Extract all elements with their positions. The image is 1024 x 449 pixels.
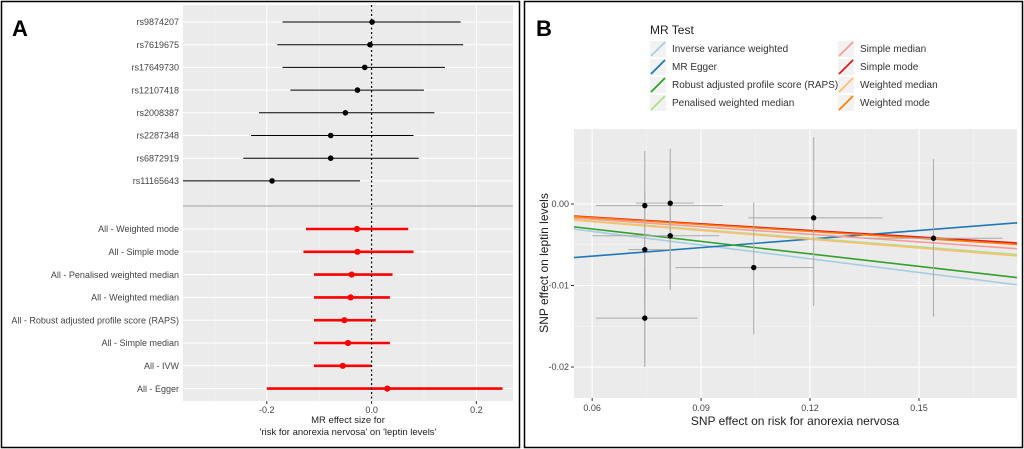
- regression-line: [573, 219, 1018, 257]
- scatter-point: [642, 202, 648, 209]
- scatter-point: [667, 200, 673, 206]
- forest-tick-label: -0.2: [259, 405, 275, 415]
- scatter-x-tick-label: 0.06: [583, 403, 601, 413]
- forest-point: [361, 64, 368, 71]
- forest-point: [269, 178, 275, 184]
- panel-b-label: B: [536, 16, 552, 41]
- forest-point: [353, 225, 361, 233]
- forest-row-label: All - Robust adjusted profile score (RAP…: [11, 315, 179, 325]
- scatter-point: [642, 246, 648, 253]
- scatter-point: [751, 264, 757, 271]
- forest-row-label: All - IVW: [144, 361, 180, 371]
- forest-point: [347, 294, 354, 301]
- scatter-point: [930, 235, 937, 241]
- forest-xlabel-line1: MR effect size for: [311, 415, 385, 426]
- forest-point: [354, 248, 361, 255]
- forest-row-label: rs11165643: [133, 176, 179, 186]
- forest-tick-label: 0.0: [365, 405, 378, 415]
- legend-label: Weighted median: [860, 80, 938, 91]
- forest-point: [344, 339, 352, 347]
- forest-point: [339, 362, 346, 369]
- forest-row-label: rs12107418: [131, 85, 179, 95]
- forest-row-label: All - Weighted mode: [98, 224, 179, 234]
- forest-point: [348, 271, 355, 278]
- forest-row-label: All - Egger: [137, 384, 179, 394]
- scatter-point: [810, 215, 817, 221]
- forest-row-label: All - Simple mode: [108, 247, 179, 257]
- scatter-xlabel: SNP effect on risk for anorexia nervosa: [691, 414, 900, 428]
- legend-key-line: [650, 77, 666, 93]
- forest-point: [369, 19, 375, 25]
- forest-row-label: rs6872919: [136, 153, 179, 163]
- scatter-ylabel: SNP effect on leptin levels: [537, 193, 551, 333]
- regression-line: [573, 215, 1018, 246]
- forest-row-label: rs2287348: [136, 131, 179, 141]
- scatter-point: [667, 233, 673, 239]
- forest-point: [341, 317, 348, 324]
- scatter-y-tick-label: -0.01: [548, 281, 569, 291]
- legend-key-line: [838, 77, 854, 93]
- forest-point: [342, 110, 349, 116]
- scatter-y-tick-label: 0.00: [551, 199, 569, 209]
- scatter-y-tick-label: -0.02: [548, 362, 569, 372]
- legend-title: MR Test: [650, 23, 694, 37]
- forest-xlabel-line2: 'risk for anorexia nervosa' on 'leptin l…: [260, 427, 437, 438]
- panel-a-label: A: [12, 16, 28, 41]
- legend-key-line: [650, 95, 666, 111]
- scatter-point: [642, 315, 648, 321]
- forest-row-label: rs17649730: [131, 63, 179, 73]
- scatter-x-tick-label: 0.15: [910, 403, 928, 413]
- scatter-x-tick-label: 0.12: [801, 403, 819, 413]
- regression-line: [573, 228, 1018, 286]
- forest-tick-label: 0.2: [470, 405, 483, 415]
- forest-point: [354, 87, 361, 93]
- forest-row-label: All - Simple median: [101, 338, 179, 348]
- forest-row-label: rs7619675: [136, 40, 179, 50]
- legend-key-line: [650, 41, 666, 57]
- legend-label: Inverse variance weighted: [672, 44, 788, 55]
- forest-row-label: All - Penalised weighted median: [51, 270, 179, 280]
- legend-label: MR Egger: [672, 62, 718, 73]
- forest-plot-panel: [183, 5, 513, 401]
- legend-key-line: [838, 59, 854, 75]
- legend-label: Weighted mode: [860, 98, 930, 109]
- forest-row-label: rs9874207: [136, 17, 179, 27]
- legend-label: Robust adjusted profile score (RAPS): [672, 80, 838, 91]
- regression-line: [573, 221, 1018, 259]
- legend-key-line: [838, 41, 854, 57]
- legend-key-line: [838, 95, 854, 111]
- scatter-x-tick-label: 0.09: [692, 403, 710, 413]
- forest-point: [384, 385, 391, 392]
- legend-key-line: [650, 59, 666, 75]
- legend-label: Simple mode: [860, 62, 919, 73]
- scatter-plot-panel: [574, 129, 1017, 398]
- legend-label: Simple median: [860, 44, 926, 55]
- forest-point: [327, 132, 334, 139]
- legend-label: Penalised weighted median: [672, 98, 794, 109]
- forest-row-label: All - Weighted median: [91, 293, 179, 303]
- forest-row-label: rs2008387: [136, 108, 179, 118]
- regression-line: [573, 217, 1018, 250]
- forest-point: [327, 155, 334, 161]
